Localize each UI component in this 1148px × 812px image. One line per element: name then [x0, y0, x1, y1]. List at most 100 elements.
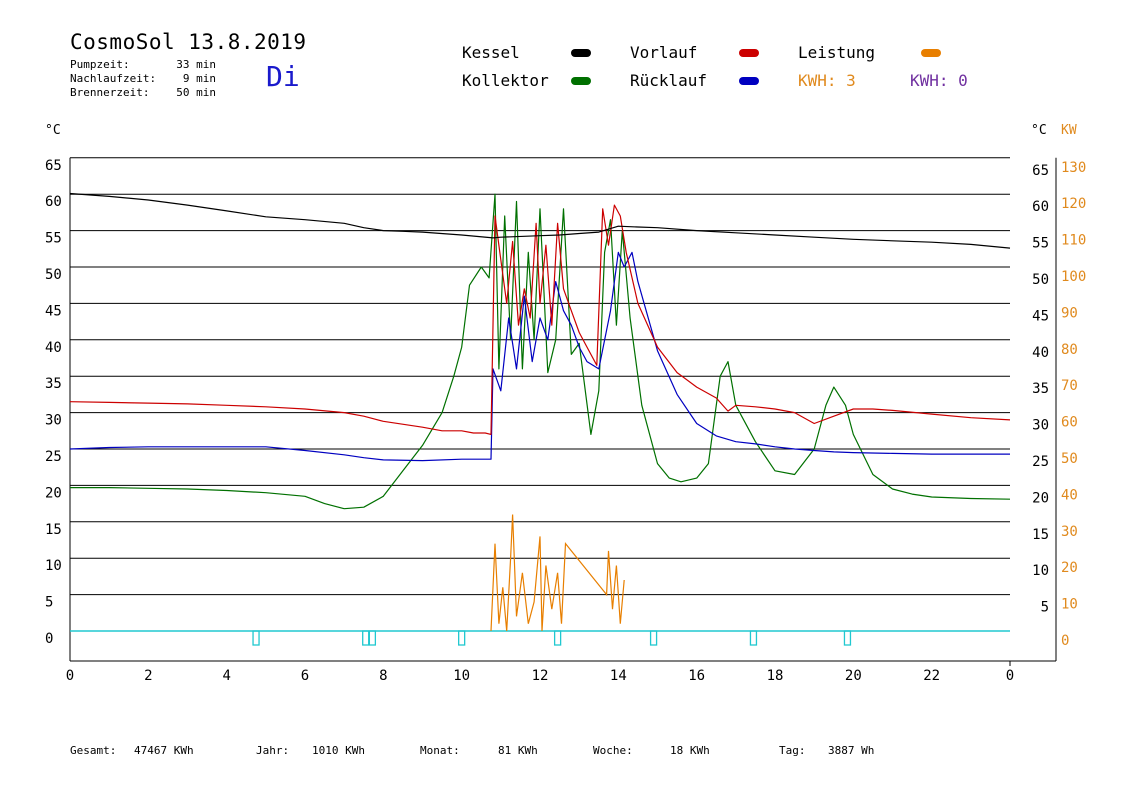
jahr-value: 1010 KWh [312, 744, 365, 757]
y2-tick-label: 70 [1061, 378, 1078, 394]
y-tick-label: 50 [45, 267, 62, 283]
y2-tick-label: 110 [1061, 233, 1086, 249]
y-right-tick-label: 35 [1032, 381, 1049, 397]
kwh-solar-label: KWH: 3 [798, 71, 856, 90]
y2-tick-label: 100 [1061, 269, 1086, 285]
burner-pulse [649, 630, 658, 646]
y2-tick-label: 50 [1061, 451, 1078, 467]
woche-label: Woche: [593, 744, 633, 757]
legend-ruecklauf-label: Rücklauf [630, 71, 708, 90]
brennerzeit-label: Brennerzeit: [70, 86, 150, 99]
y2-tick-label: 120 [1061, 196, 1086, 212]
x-tick-label: 16 [688, 668, 705, 684]
weekday-label: Di [266, 60, 300, 93]
y-right-tick-label: 25 [1032, 454, 1049, 470]
y-right-tick-label: 20 [1032, 490, 1049, 506]
chart-title: CosmoSol 13.8.2019 [70, 30, 307, 54]
pumpzeit-label: Pumpzeit: [70, 58, 130, 71]
burner-pulse [458, 630, 466, 646]
burner-pulse [843, 630, 852, 646]
woche-value: 18 KWh [670, 744, 710, 757]
legend-ruecklauf-swatch [739, 77, 759, 85]
x-tick-label: 14 [610, 668, 627, 684]
legend-kollektor-label: Kollektor [462, 71, 549, 90]
burner-pulse [368, 630, 377, 646]
legend-vorlauf-swatch [739, 49, 759, 57]
tag-label: Tag: [779, 744, 806, 757]
y2-tick-label: 40 [1061, 487, 1078, 503]
y-right-tick-label: 10 [1032, 563, 1049, 579]
x-tick-label: 6 [301, 668, 309, 684]
burner-pulse [749, 630, 758, 646]
y-tick-label: 0 [45, 631, 53, 647]
brennerzeit-value: 50 min [176, 86, 216, 99]
x-tick-label: 10 [453, 668, 470, 684]
y-tick-label: 65 [45, 158, 62, 174]
y2-tick-label: 80 [1061, 342, 1078, 358]
legend-leistung-swatch [921, 49, 941, 57]
series-ruecklauf [69, 251, 1010, 462]
kwh-burner-label: KWH: 0 [910, 71, 968, 90]
y-right-tick-label: 5 [1041, 600, 1049, 616]
monat-label: Monat: [420, 744, 460, 757]
y-tick-label: 20 [45, 485, 62, 501]
y2-unit-label: KW [1061, 123, 1077, 138]
series-kollektor [70, 193, 1011, 510]
y-right-tick-label: 50 [1032, 272, 1049, 288]
y-right-tick-label: 15 [1032, 527, 1049, 543]
y-right-tick-label: 60 [1032, 199, 1049, 215]
series-leistung [490, 514, 625, 632]
y-right-tick-label: 65 [1032, 163, 1049, 179]
y-right-unit-label: °C [1031, 123, 1047, 138]
y-tick-label: 25 [45, 449, 62, 465]
x-tick-label: 18 [767, 668, 784, 684]
monat-value: 81 KWh [498, 744, 538, 757]
series-kessel [69, 192, 1011, 249]
legend-kessel-swatch [571, 49, 591, 57]
temperature-chart: 0510152025303540455055606551015202530354… [45, 123, 1086, 684]
x-tick-label: 4 [222, 668, 230, 684]
y-tick-label: 5 [45, 595, 53, 611]
legend-leistung-label: Leistung [798, 43, 876, 62]
x-tick-label: 12 [532, 668, 549, 684]
y2-tick-label: 0 [1061, 633, 1069, 649]
jahr-label: Jahr: [256, 744, 290, 757]
y-right-tick-label: 30 [1032, 418, 1049, 434]
x-tick-label: 8 [379, 668, 387, 684]
y-tick-label: 60 [45, 194, 62, 210]
y2-tick-label: 130 [1061, 160, 1086, 176]
y2-tick-label: 90 [1061, 305, 1078, 321]
x-tick-label: 20 [845, 668, 862, 684]
y-right-tick-label: 40 [1032, 345, 1049, 361]
legend-kollektor-swatch [571, 77, 591, 85]
y2-tick-label: 60 [1061, 415, 1078, 431]
gesamt-label: Gesamt: [70, 744, 117, 757]
y-tick-label: 30 [45, 413, 62, 429]
y-tick-label: 10 [45, 558, 62, 574]
y2-tick-label: 10 [1061, 597, 1078, 613]
y-tick-label: 45 [45, 303, 62, 319]
x-tick-label: 2 [144, 668, 152, 684]
burner-pulse [553, 630, 562, 646]
x-tick-label: 22 [923, 668, 940, 684]
tag-value: 3887 Wh [828, 744, 875, 757]
burner-pulse [252, 630, 260, 646]
y-tick-label: 40 [45, 340, 62, 356]
x-tick-label: 0 [66, 668, 74, 684]
burner-pulse [362, 630, 370, 646]
y-tick-label: 15 [45, 522, 62, 538]
y2-tick-label: 30 [1061, 524, 1078, 540]
nachlaufzeit-label: Nachlaufzeit: [70, 72, 157, 85]
pumpzeit-value: 33 min [176, 58, 216, 71]
gesamt-value: 47467 KWh [134, 744, 194, 757]
legend-kessel-label: Kessel [462, 43, 520, 62]
y-tick-label: 35 [45, 376, 62, 392]
x-tick-label: 0 [1006, 668, 1014, 684]
y-right-tick-label: 55 [1032, 236, 1049, 252]
legend-vorlauf-label: Vorlauf [630, 43, 698, 62]
nachlaufzeit-value: 9 min [182, 72, 216, 85]
y-right-tick-label: 45 [1032, 308, 1049, 324]
y-unit-label: °C [45, 123, 61, 138]
y2-tick-label: 20 [1061, 560, 1078, 576]
series-vorlauf [69, 204, 1011, 435]
